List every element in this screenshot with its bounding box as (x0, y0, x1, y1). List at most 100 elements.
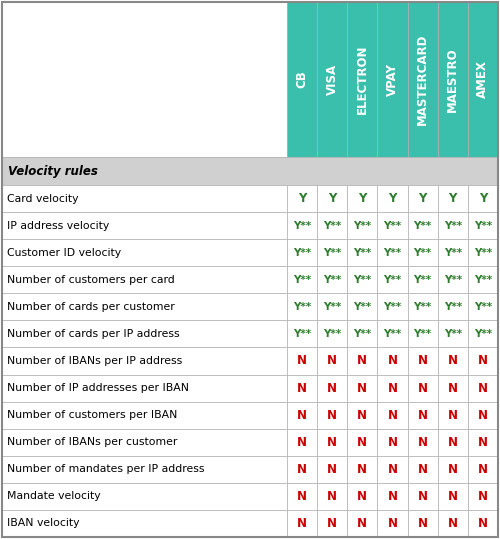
Bar (468, 2, 498, 157)
Text: N: N (388, 517, 398, 530)
Bar (348, 185, 378, 212)
Text: CB: CB (296, 71, 308, 88)
Bar (408, 402, 438, 429)
Text: Y**: Y** (414, 302, 432, 312)
Text: N: N (388, 463, 398, 476)
Text: Y**: Y** (444, 248, 462, 258)
Text: N: N (388, 409, 398, 421)
Bar (2, 375, 287, 402)
Text: Y**: Y** (444, 302, 462, 312)
Text: N: N (418, 517, 428, 530)
Text: Y**: Y** (444, 275, 462, 285)
Bar (287, 510, 317, 537)
Text: N: N (327, 355, 337, 368)
Bar (287, 2, 317, 157)
Text: N: N (448, 517, 458, 530)
Bar (287, 348, 317, 375)
Text: N: N (297, 382, 307, 395)
Bar (2, 157, 498, 185)
Bar (438, 429, 468, 456)
Bar (438, 402, 468, 429)
Text: N: N (388, 436, 398, 449)
Text: Y: Y (418, 192, 427, 205)
Text: N: N (448, 382, 458, 395)
Text: N: N (327, 382, 337, 395)
Bar (287, 375, 317, 402)
Bar (2, 348, 287, 375)
Bar (438, 185, 468, 212)
Text: ELECTRON: ELECTRON (356, 45, 369, 114)
Bar (408, 212, 438, 239)
Text: Y**: Y** (474, 220, 492, 231)
Text: N: N (478, 409, 488, 421)
Text: N: N (358, 463, 368, 476)
Text: N: N (327, 409, 337, 421)
Text: Y**: Y** (414, 220, 432, 231)
Bar (408, 293, 438, 320)
Bar (2, 212, 287, 239)
Bar (438, 239, 468, 266)
Bar (317, 2, 348, 157)
Bar (287, 402, 317, 429)
Bar (408, 2, 438, 157)
Bar (2, 510, 287, 537)
Text: N: N (448, 436, 458, 449)
Text: N: N (448, 490, 458, 503)
Text: VISA: VISA (326, 64, 338, 95)
Text: AMEX: AMEX (476, 60, 490, 99)
Text: N: N (297, 517, 307, 530)
Text: Y**: Y** (414, 275, 432, 285)
Bar (378, 456, 408, 483)
Text: Mandate velocity: Mandate velocity (7, 492, 100, 501)
Bar (317, 320, 348, 348)
Text: Card velocity: Card velocity (7, 194, 78, 204)
Text: Y**: Y** (354, 302, 372, 312)
Text: Number of customers per IBAN: Number of customers per IBAN (7, 410, 177, 420)
Text: Y**: Y** (323, 248, 342, 258)
Text: N: N (327, 517, 337, 530)
Bar (317, 293, 348, 320)
Text: Y: Y (328, 192, 336, 205)
Bar (317, 429, 348, 456)
Bar (2, 456, 287, 483)
Text: N: N (478, 490, 488, 503)
Text: N: N (448, 409, 458, 421)
Bar (378, 429, 408, 456)
Bar (2, 2, 287, 157)
Bar (348, 402, 378, 429)
Bar (2, 239, 287, 266)
Bar (468, 212, 498, 239)
Bar (378, 185, 408, 212)
Bar (348, 375, 378, 402)
Text: N: N (297, 409, 307, 421)
Text: N: N (358, 409, 368, 421)
Text: Y**: Y** (384, 275, 402, 285)
Text: Y: Y (478, 192, 487, 205)
Text: Y: Y (388, 192, 396, 205)
Bar (317, 266, 348, 293)
Text: N: N (327, 463, 337, 476)
Bar (348, 456, 378, 483)
Text: N: N (297, 355, 307, 368)
Text: N: N (478, 463, 488, 476)
Text: Y**: Y** (444, 329, 462, 339)
Text: N: N (478, 436, 488, 449)
Text: Y**: Y** (474, 302, 492, 312)
Bar (378, 239, 408, 266)
Bar (378, 483, 408, 510)
Text: Y**: Y** (293, 220, 311, 231)
Text: N: N (358, 355, 368, 368)
Text: Y**: Y** (354, 248, 372, 258)
Text: Y**: Y** (354, 329, 372, 339)
Text: N: N (327, 490, 337, 503)
Bar (287, 293, 317, 320)
Text: N: N (388, 355, 398, 368)
Text: Y**: Y** (384, 302, 402, 312)
Bar (438, 2, 468, 157)
Bar (438, 212, 468, 239)
Bar (468, 239, 498, 266)
Bar (317, 239, 348, 266)
Bar (378, 375, 408, 402)
Bar (287, 429, 317, 456)
Bar (468, 429, 498, 456)
